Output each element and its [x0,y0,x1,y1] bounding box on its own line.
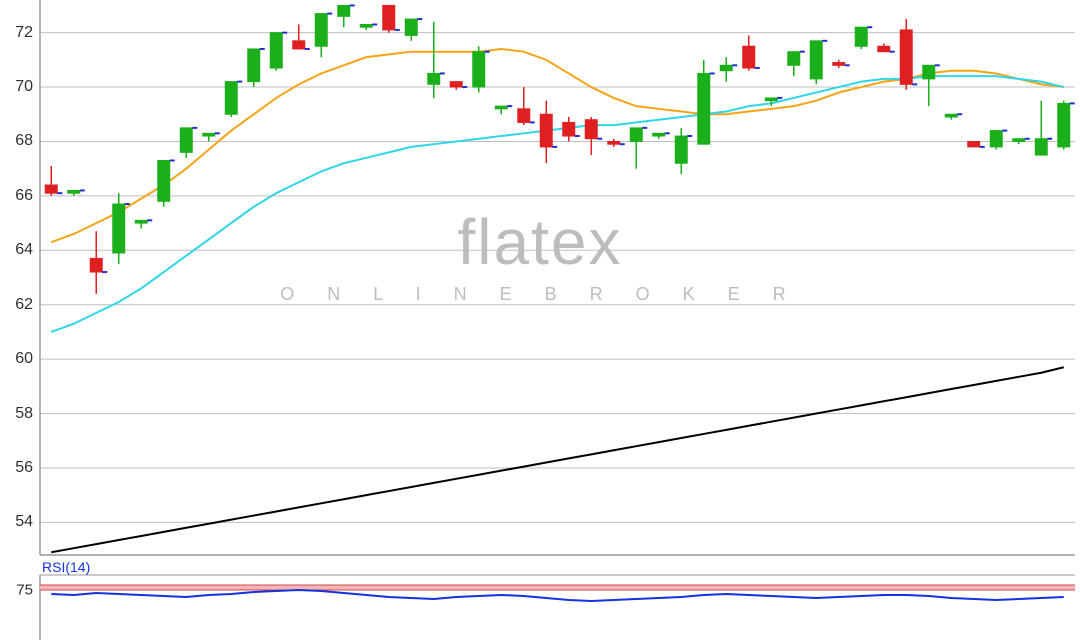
rsi-tick-label: 75 [16,582,33,599]
y-axis-tick-label: 64 [15,241,33,259]
rsi-title: RSI(14) [42,559,90,575]
chart-svg [0,0,1080,640]
y-axis-tick-label: 56 [15,459,33,477]
y-axis-tick-label: 60 [15,350,33,368]
y-axis-tick-label: 58 [15,405,33,423]
y-axis-tick-label: 68 [15,132,33,150]
y-axis-tick-label: 72 [15,24,33,42]
y-axis-tick-label: 62 [15,296,33,314]
chart-container: flatex O N L I N E B R O K E R 545658606… [0,0,1080,640]
y-axis-tick-label: 54 [15,513,33,531]
y-axis-tick-label: 66 [15,187,33,205]
y-axis-tick-label: 70 [15,78,33,96]
